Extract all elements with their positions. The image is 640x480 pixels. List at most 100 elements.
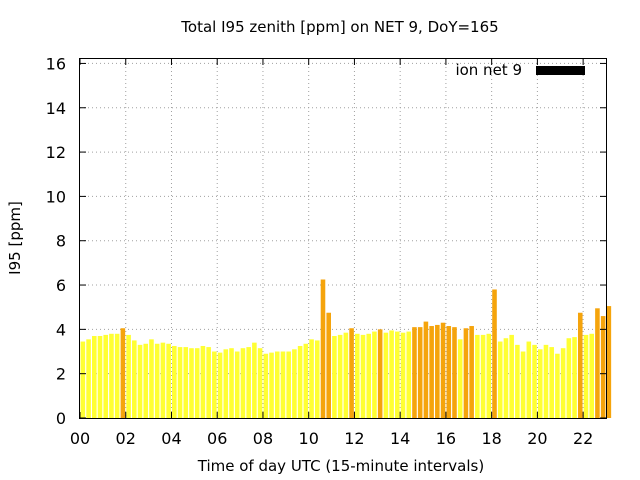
bar xyxy=(520,351,526,418)
x-tick-label: 06 xyxy=(207,429,227,448)
x-tick-label: 20 xyxy=(527,429,547,448)
bar xyxy=(229,348,234,418)
bar xyxy=(292,349,297,418)
bar xyxy=(389,330,394,418)
bar xyxy=(217,352,223,418)
bar xyxy=(177,347,183,418)
bar xyxy=(303,343,309,418)
y-tick-label: 6 xyxy=(56,276,66,295)
bar xyxy=(457,339,463,418)
x-tick-label: 04 xyxy=(161,429,181,448)
bar xyxy=(497,341,503,418)
bar xyxy=(86,339,91,418)
bar xyxy=(446,326,452,418)
bar xyxy=(509,334,514,418)
bar xyxy=(114,333,120,418)
bar xyxy=(532,344,537,418)
x-tick-label: 14 xyxy=(390,429,410,448)
bar xyxy=(234,351,240,418)
bar xyxy=(543,344,549,418)
legend: ion net 9 xyxy=(455,61,585,79)
x-tick-label: 16 xyxy=(436,429,456,448)
bar xyxy=(366,333,372,418)
bar xyxy=(503,338,509,418)
bar xyxy=(194,348,200,418)
bar xyxy=(206,347,211,418)
bar xyxy=(257,348,263,418)
bar xyxy=(320,279,326,418)
bar xyxy=(172,345,177,418)
y-axis-label: I95 [ppm] xyxy=(6,201,24,275)
legend-label: ion net 9 xyxy=(455,61,522,79)
bar xyxy=(549,347,554,418)
bar xyxy=(189,348,194,418)
legend-swatch xyxy=(536,66,585,75)
bar xyxy=(469,326,474,418)
bar xyxy=(600,316,606,418)
bar xyxy=(337,334,343,418)
bar xyxy=(166,343,171,418)
bar xyxy=(515,344,520,418)
x-tick-label: 10 xyxy=(299,429,319,448)
bar xyxy=(406,331,412,418)
bar xyxy=(435,324,440,418)
bar xyxy=(183,347,189,418)
bar xyxy=(355,333,360,418)
y-tick-label: 2 xyxy=(56,365,66,384)
bar xyxy=(475,334,480,418)
x-tick-label: 08 xyxy=(253,429,273,448)
bar xyxy=(252,342,257,418)
bar xyxy=(286,351,291,418)
bar xyxy=(274,351,280,418)
bar xyxy=(423,321,429,418)
bar xyxy=(154,343,160,418)
bar xyxy=(332,336,337,418)
y-tick-label: 14 xyxy=(46,99,66,118)
bar xyxy=(126,334,131,418)
bar xyxy=(246,347,251,418)
bar xyxy=(560,348,566,418)
bar xyxy=(240,348,246,418)
bar xyxy=(360,334,366,418)
bar xyxy=(377,329,383,418)
bar xyxy=(595,308,600,418)
bar xyxy=(280,351,286,418)
bar xyxy=(269,352,274,418)
bar xyxy=(120,328,126,418)
bar xyxy=(309,339,314,418)
y-tick-label: 10 xyxy=(46,187,66,206)
bar xyxy=(223,349,229,418)
bar xyxy=(343,332,349,418)
bar xyxy=(526,341,532,418)
plot-frame xyxy=(79,58,607,419)
bar xyxy=(400,332,406,418)
bar xyxy=(555,353,560,418)
y-tick-label: 12 xyxy=(46,143,66,162)
bar xyxy=(137,344,143,418)
bar xyxy=(480,334,486,418)
bar xyxy=(314,340,320,418)
bar xyxy=(566,338,572,418)
bar xyxy=(97,336,103,418)
bar xyxy=(263,353,269,418)
bar xyxy=(92,336,97,418)
bar xyxy=(372,331,377,418)
chart-title: Total I95 zenith [ppm] on NET 9, DoY=165 xyxy=(180,18,498,36)
y-tick-label: 0 xyxy=(56,409,66,428)
x-tick-label: 12 xyxy=(344,429,364,448)
y-axis: 0 2 4 6 8 10 12 14 16 xyxy=(46,54,606,428)
bar xyxy=(486,333,492,418)
x-axis: 00 02 04 06 08 10 12 14 16 18 20 22 xyxy=(70,59,593,448)
bar xyxy=(200,345,206,418)
bar xyxy=(452,327,457,418)
bar xyxy=(589,333,594,418)
bar xyxy=(149,339,154,418)
bar xyxy=(417,327,423,418)
bars xyxy=(80,279,612,418)
bar xyxy=(395,331,400,418)
bar xyxy=(109,333,114,418)
bar xyxy=(349,328,354,418)
bar xyxy=(383,332,389,418)
bar xyxy=(160,342,166,418)
bar xyxy=(537,349,543,418)
